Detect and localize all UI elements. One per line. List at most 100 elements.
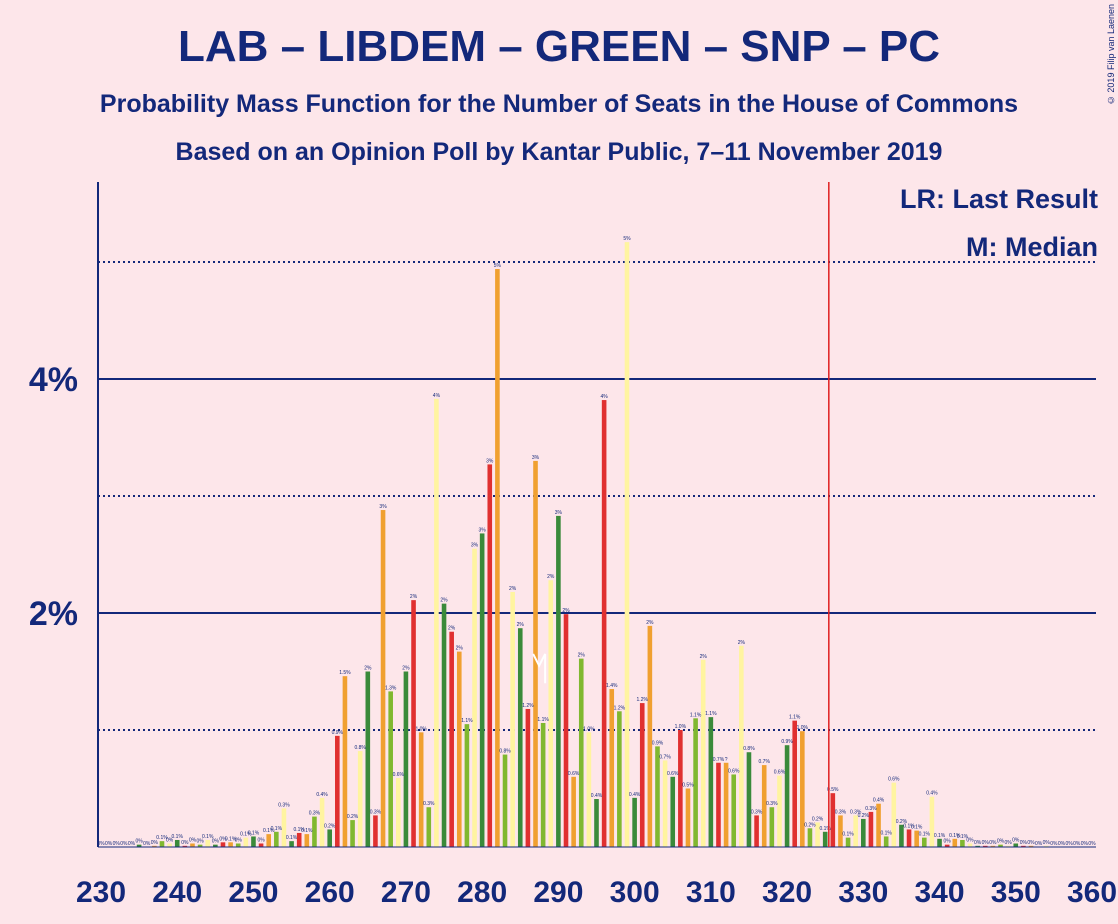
bar-297 (609, 689, 615, 847)
bar-344 (967, 843, 973, 847)
bar-323 (807, 828, 813, 847)
bar-label-256: 0.1% (293, 827, 305, 833)
chart-title: LAB – LIBDEM – GREEN – SNP – PC (177, 22, 941, 71)
bar-238 (159, 841, 165, 847)
bar-label-291: 2% (562, 608, 570, 614)
bar-label-234: 0% (128, 841, 136, 847)
bar-label-302: 2% (646, 620, 654, 626)
bar-288 (540, 722, 546, 847)
axes (97, 182, 1096, 848)
bar-256 (296, 832, 302, 847)
bar-348 (998, 844, 1003, 847)
bar-249 (243, 837, 249, 847)
bar-label-278: 1.1% (461, 718, 473, 724)
bar-label-241: 0% (181, 840, 189, 846)
bar-330 (861, 818, 866, 847)
bar-271 (411, 600, 416, 847)
bar-label-261: 0.9% (332, 730, 344, 736)
bar-label-316: 0.3% (751, 809, 763, 815)
bar-335 (899, 824, 904, 847)
bar-340 (937, 838, 942, 847)
markers (532, 182, 830, 847)
bar-label-301: 1.2% (637, 697, 649, 703)
bar-label-299: 5% (623, 236, 631, 242)
x-tick-label-310: 310 (686, 876, 736, 909)
bar-label-336: 0.1% (903, 823, 915, 829)
bar-label-314: 2% (738, 640, 746, 646)
bar-287 (533, 460, 538, 847)
x-tick-label-360: 360 (1067, 876, 1117, 909)
bar-label-250: 0.1% (248, 830, 260, 836)
bar-252 (266, 834, 272, 847)
bar-label-310: 1.1% (705, 711, 717, 717)
bar-label-308: 1.1% (690, 712, 702, 718)
bar-351 (1021, 845, 1026, 847)
bar-label-330: 0.2% (858, 813, 870, 819)
bar-label-339: 0.4% (926, 791, 938, 797)
bar-255 (289, 841, 294, 847)
bar-label-332: 0.4% (873, 798, 885, 804)
bar-label-252: 0.1% (263, 828, 275, 834)
bar-label-247: 0.1% (225, 836, 237, 842)
x-tick-label-350: 350 (991, 876, 1041, 909)
bar-247 (228, 842, 233, 847)
bar-281 (487, 464, 493, 847)
bar-label-321: 1.1% (789, 715, 801, 721)
bar-324 (815, 822, 820, 847)
bar-label-287: 3% (532, 455, 540, 461)
bar-265 (365, 671, 371, 847)
bar-317 (761, 765, 767, 847)
bar-label-244: 0.1% (202, 834, 214, 840)
bar-269 (396, 777, 401, 847)
bar-label-312: ? (725, 757, 728, 763)
bar-285 (517, 628, 523, 847)
bar-label-258: 0.3% (309, 811, 321, 817)
y-tick-labels: 2% 4% (29, 361, 78, 633)
bar-label-290: 3% (555, 510, 563, 516)
bar-label-315: 0.8% (743, 746, 755, 752)
bar-314 (739, 645, 744, 847)
bar-322 (800, 731, 805, 847)
bar-label-327: 0.3% (835, 809, 847, 815)
bar-label-288: 1.1% (537, 717, 549, 723)
gridlines (98, 261, 1096, 731)
legend-median: M: Median (966, 232, 1098, 262)
bar-label-340: 0.1% (934, 833, 946, 839)
bar-277 (456, 651, 462, 847)
x-tick-label-300: 300 (610, 876, 660, 909)
bar-label-238: 0.1% (156, 835, 168, 841)
bar-label-251: 0% (257, 837, 265, 843)
bar-272 (418, 732, 424, 847)
legend-last-result: LR: Last Result (899, 184, 1098, 214)
bar-305 (670, 776, 676, 847)
bar-label-289: 2% (547, 574, 555, 580)
bar-341 (944, 844, 950, 847)
bar-label-328: 0.1% (842, 832, 854, 838)
bar-240 (174, 839, 180, 847)
bar-label-344: 0% (966, 837, 974, 843)
bar-312 (723, 762, 729, 847)
bar-label-307: 0.5% (682, 783, 694, 789)
bar-242 (190, 843, 195, 847)
bar-label-324: 0.2% (812, 816, 824, 822)
bar-286 (525, 708, 531, 847)
bar-278 (464, 724, 470, 847)
bar-336 (906, 829, 912, 847)
bar-313 (731, 774, 737, 847)
bars (136, 242, 1049, 848)
x-tick-label-260: 260 (305, 876, 355, 909)
bar-315 (746, 752, 752, 847)
bar-259 (319, 797, 325, 847)
bar-label-294: 1.0% (583, 726, 595, 732)
bar-label-317: 0.7% (759, 759, 771, 765)
bar-label-320: 0.9% (781, 739, 793, 745)
bar-244 (205, 839, 211, 847)
bar-label-342: 0.1% (949, 833, 961, 839)
bar-309 (700, 659, 706, 847)
bar-label-245: 0% (212, 839, 220, 845)
bar-label-235: 0% (135, 839, 143, 845)
bar-label-296: 4% (601, 394, 609, 400)
bar-350 (1013, 843, 1019, 847)
bar-label-300: 0.4% (629, 792, 641, 798)
bar-254 (281, 808, 287, 847)
